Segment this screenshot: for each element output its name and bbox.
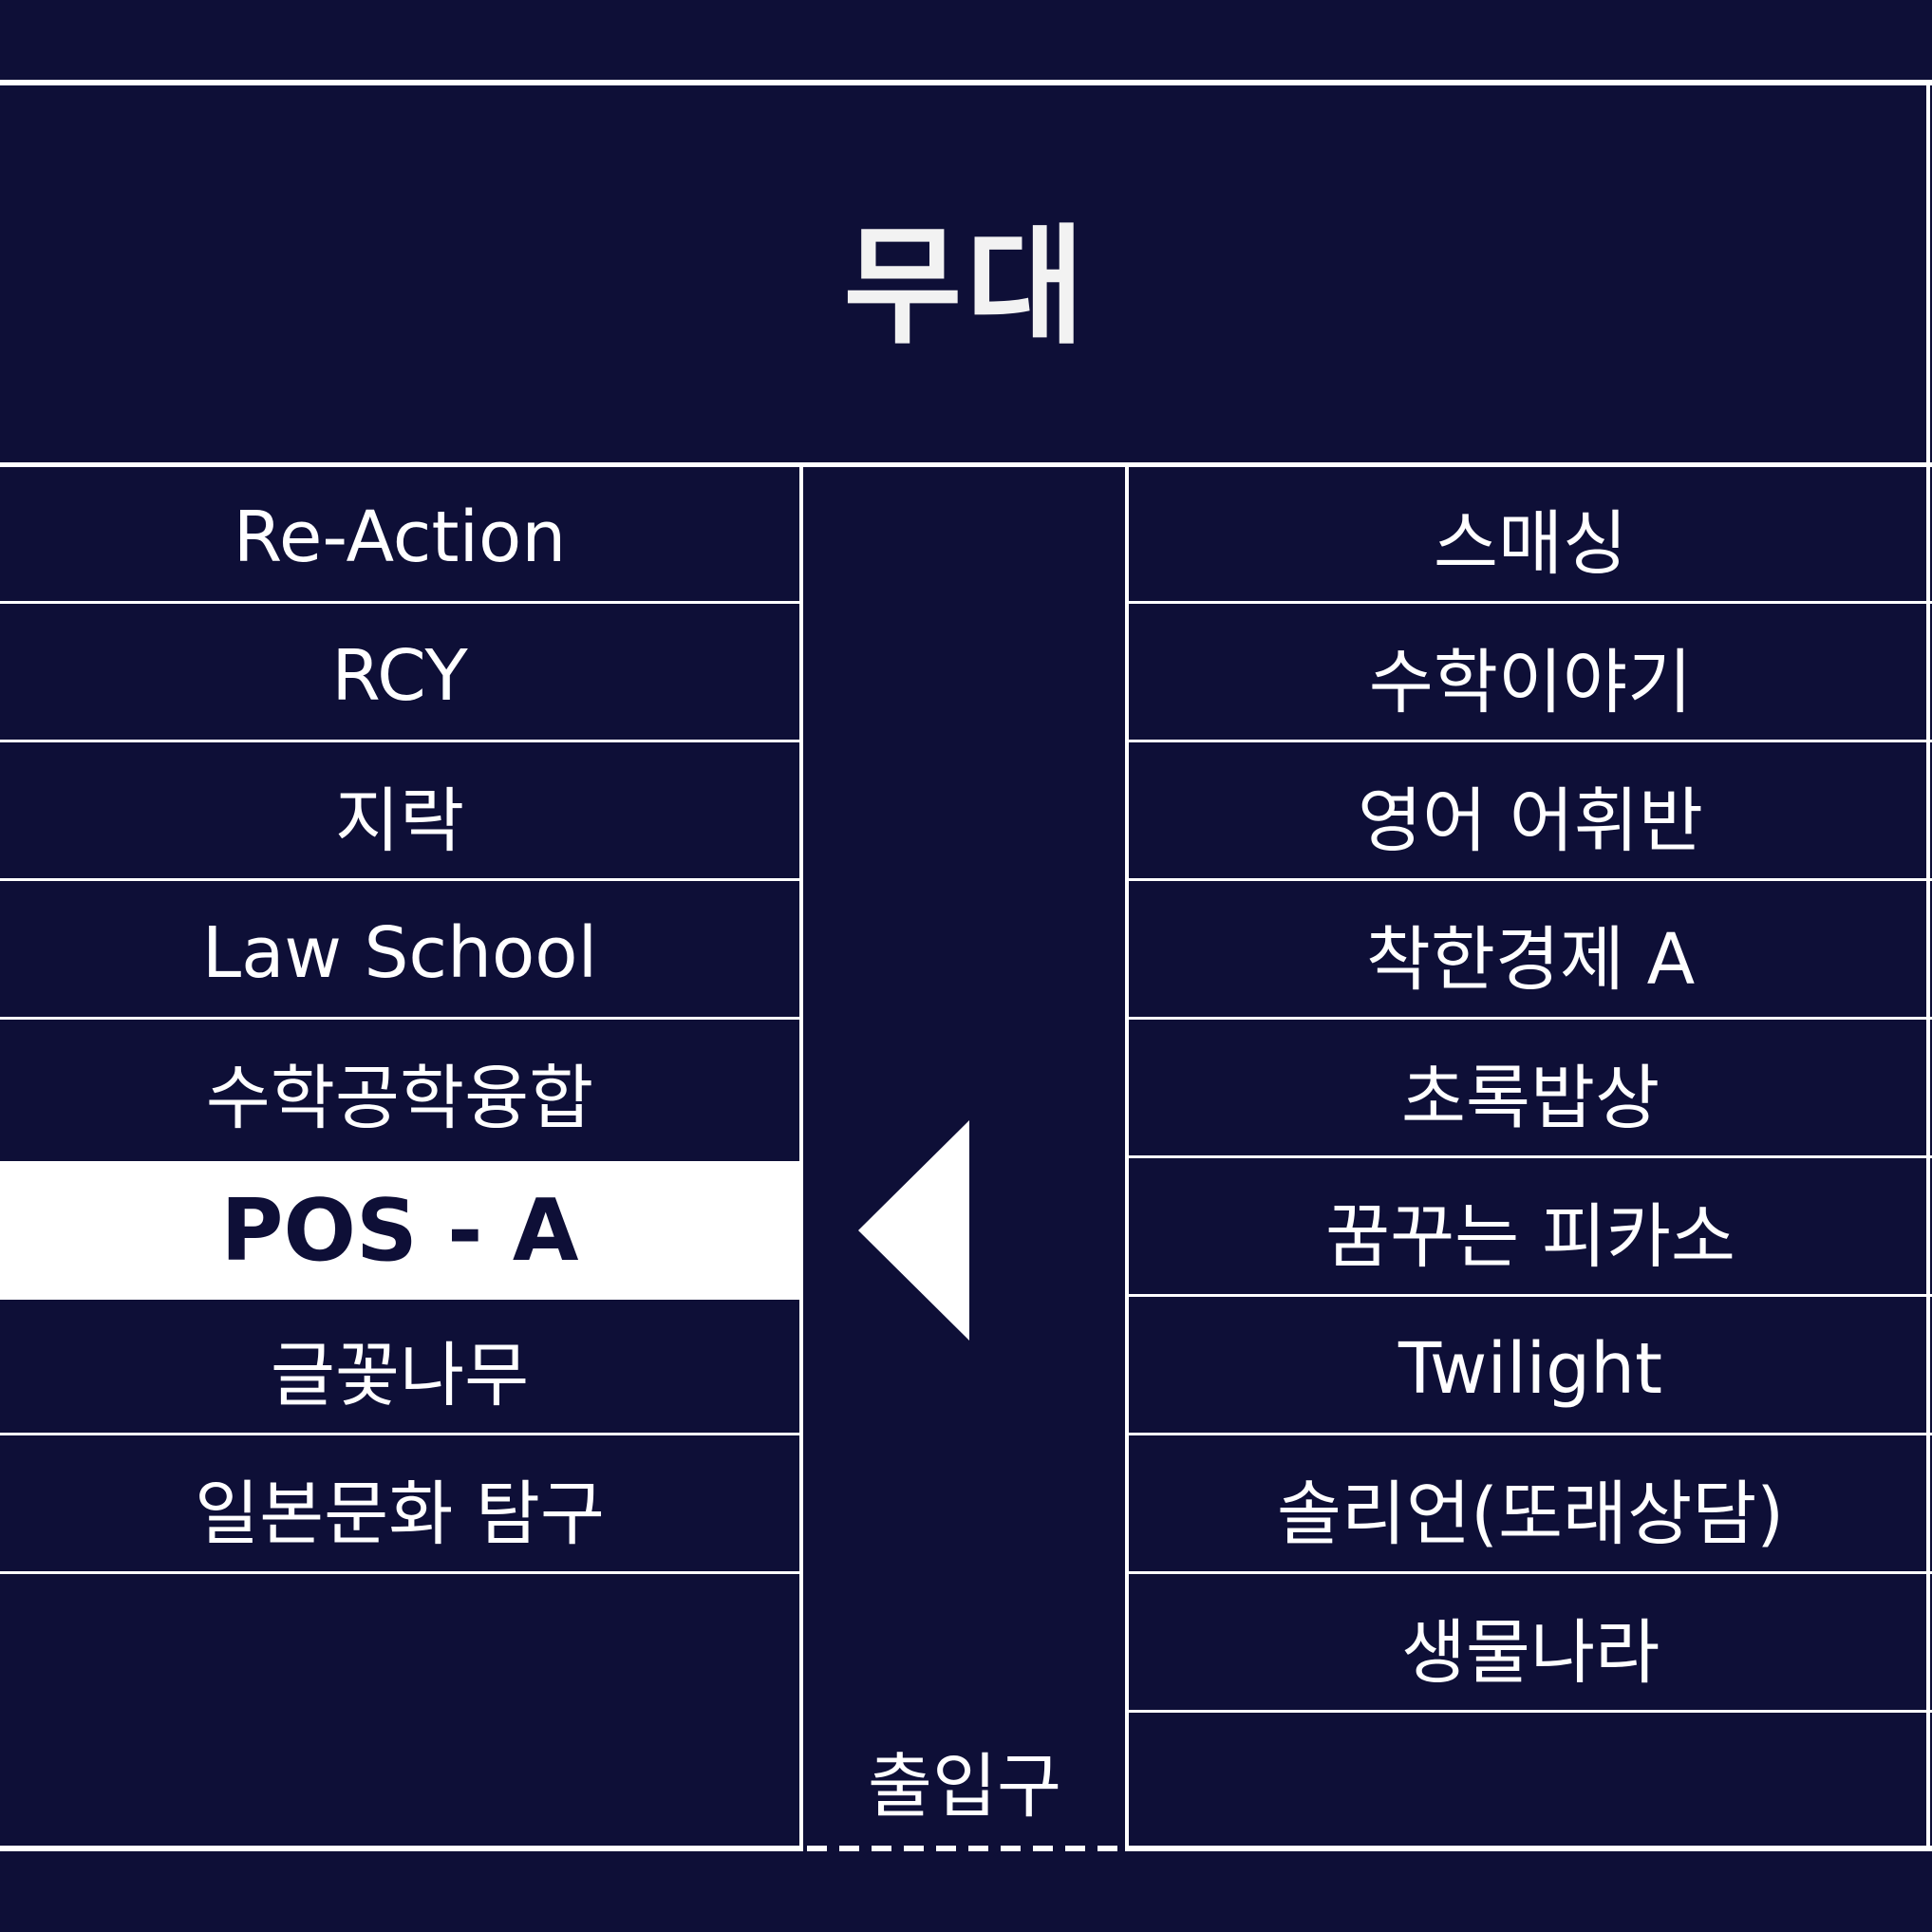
aisle-left-line (799, 467, 803, 1848)
booth-biology-land[interactable]: 생물나라 (1400, 1611, 1660, 1694)
right-row-separator (1129, 878, 1932, 881)
right-row-separator (1129, 1710, 1932, 1713)
booth-smashing[interactable]: 스매싱 (1433, 502, 1628, 585)
aisle-right-line (1125, 467, 1129, 1848)
right-row-separator (1129, 1294, 1932, 1297)
stage-right-border (1926, 80, 1930, 469)
booth-re-action[interactable]: Re-Action (233, 497, 567, 578)
right-row-separator (1129, 1571, 1932, 1574)
left-row-separator (0, 740, 799, 742)
right-row-separator (1129, 1433, 1932, 1435)
booth-rcy[interactable]: RCY (331, 635, 468, 717)
right-row-separator (1129, 1155, 1932, 1158)
booth-japanese-culture[interactable]: 일본문화 탐구 (194, 1472, 605, 1555)
stage-label: 무대 (843, 212, 1089, 363)
booth-geulkkot-namu[interactable]: 글꽃나무 (270, 1334, 530, 1416)
booth-english-vocab[interactable]: 영어 어휘반 (1358, 779, 1703, 862)
top-border-line (0, 80, 1932, 85)
exit-label: 출입구 (867, 1745, 1062, 1828)
bottom-border-line (0, 1846, 803, 1851)
left-booth-column: Re-Action RCY 지락 Law School 수학공학융합 POS -… (0, 468, 799, 1577)
booth-green-table[interactable]: 초록밥상 (1400, 1057, 1660, 1139)
left-row-separator (0, 601, 799, 604)
exit-door-dashed-line (807, 1846, 1122, 1851)
booth-law-school[interactable]: Law School (201, 912, 598, 994)
booth-jirak[interactable]: 지락 (334, 779, 465, 862)
right-row-separator (1129, 601, 1932, 604)
booth-math-story[interactable]: 수학이야기 (1368, 641, 1693, 723)
booth-solian[interactable]: 솔리언(또래상담) (1276, 1472, 1785, 1555)
booth-pos-a[interactable]: POS - A (0, 1161, 799, 1300)
right-row-separator (1129, 1017, 1932, 1020)
left-row-separator (0, 878, 799, 881)
triangle-left-arrow-icon (858, 1120, 969, 1341)
booth-good-economy-a[interactable]: 착한경제 A (1365, 918, 1696, 1001)
left-row-separator (0, 1017, 799, 1020)
bottom-border-line (1125, 1846, 1932, 1851)
booth-dreaming-picasso[interactable]: 꿈꾸는 피카소 (1324, 1195, 1735, 1278)
booth-math-engineering[interactable]: 수학공학융합 (205, 1057, 594, 1139)
right-booth-column: 스매싱 수학이야기 영어 어휘반 착한경제 A 초록밥상 꿈꾸는 피카소 Twi… (1129, 468, 1932, 1716)
left-row-separator (0, 1571, 799, 1574)
left-row-separator (0, 1433, 799, 1435)
right-row-separator (1129, 740, 1932, 742)
booth-twilight[interactable]: Twilight (1397, 1328, 1663, 1410)
stage-bottom-line (0, 462, 1932, 467)
